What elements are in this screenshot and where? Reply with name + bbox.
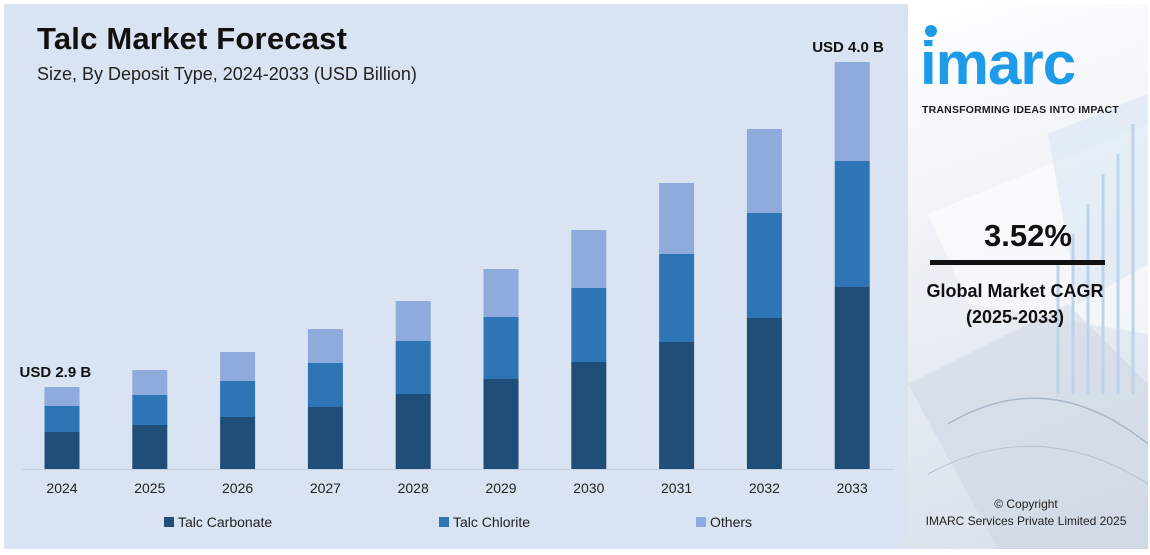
chart-legend: Talc Carbonate Talc Chlorite Others [0,514,908,534]
bar-segment-2031-talc-chlorite [659,254,695,342]
bar-segment-2030-talc-chlorite [571,288,607,362]
bar-segment-2024-talc-carbonate [44,432,80,469]
bar-segment-2032-talc-carbonate [746,318,782,469]
legend-item-talc-carbonate: Talc Carbonate [164,514,272,530]
bar-chart: 2024 2025 2026 2027 2028 2029 2030 2031 2032 2033… [20,39,894,496]
bar-segment-2029-others [483,269,519,317]
x-tick-label-2028: 2028 [398,480,429,496]
logo-wordmark: imarc [920,30,1076,97]
legend-label: Talc Chlorite [453,514,531,530]
logo-dot-icon [925,25,937,37]
legend-item-talc-chlorite: Talc Chlorite [439,514,530,530]
copyright-line2: IMARC Services Private Limited 2025 [925,514,1127,528]
background-graphic [908,94,1148,549]
x-tick-label-2027: 2027 [310,480,341,496]
bar-segment-2025-others [132,370,168,395]
copyright-line1: © Copyright [994,497,1058,511]
brand-tagline: TRANSFORMING IDEAS INTO IMPACT [922,104,1119,116]
cagr-label-line2: (2025-2033) [965,307,1065,327]
chart-subtitle: Size, By Deposit Type, 2024-2033 (USD Bi… [37,64,417,84]
cagr-label: Global Market CAGR (2025-2033) [908,278,1122,330]
x-tick-label-2032: 2032 [749,480,780,496]
x-tick-label-2029: 2029 [485,480,516,496]
bar-segment-2030-others [571,230,607,288]
bar-segment-2028-talc-carbonate [395,394,431,469]
bar-segment-2025-talc-carbonate [132,425,168,469]
bar-segment-2032-talc-chlorite [746,213,782,318]
x-tick-label-2031: 2031 [661,480,692,496]
legend-label: Others [710,514,753,530]
bar-segment-2027-talc-chlorite [307,363,343,407]
bar-segment-2031-others [659,183,695,254]
chart-title: Talc Market Forecast [37,21,348,56]
bar-segment-2024-talc-chlorite [44,406,80,432]
x-tick-label-2024: 2024 [46,480,77,496]
bar-segment-2031-talc-carbonate [659,342,695,469]
bar-segment-2026-talc-chlorite [220,381,256,417]
bar-segment-2024-others [44,387,80,406]
x-tick-label-2026: 2026 [222,480,253,496]
x-tick-label-2030: 2030 [573,480,604,496]
bar-segment-2032-others [746,129,782,213]
legend-item-others: Others [696,514,752,530]
bar-segment-2029-talc-carbonate [483,379,519,469]
cagr-value: 3.52% [984,218,1072,253]
legend-swatch [696,517,706,527]
x-tick-label-2025: 2025 [134,480,165,496]
legend-swatch [439,517,449,527]
bar-segment-2028-talc-chlorite [395,341,431,394]
bar-segment-2025-talc-chlorite [132,395,168,425]
bar-segment-2033-talc-chlorite [834,161,870,287]
bar-segment-2029-talc-chlorite [483,317,519,379]
legend-swatch [164,517,174,527]
bar-segment-2026-others [220,352,256,381]
bar-segment-2027-others [307,329,343,363]
x-tick-label-2033: 2033 [837,480,868,496]
chart-panel: Talc Market Forecast Size, By Deposit Ty… [4,4,908,549]
bar-segment-2026-talc-carbonate [220,417,256,469]
bar-segment-2028-others [395,301,431,341]
bar-segment-2030-talc-carbonate [571,362,607,469]
cagr-label-line1: Global Market CAGR [926,281,1104,301]
cagr-divider [930,260,1105,265]
legend-label: Talc Carbonate [178,514,273,530]
bar-segment-2033-others [834,62,870,161]
bar-segment-2033-talc-carbonate [834,287,870,469]
total-annotation-2033: USD 4.0 B [812,39,884,56]
total-annotation-2024: USD 2.9 B [20,364,92,381]
bar-segment-2027-talc-carbonate [307,407,343,469]
copyright-notice: © Copyright IMARC Services Private Limit… [908,496,1144,530]
brand-panel: imarc TRANSFORMING IDEAS INTO IMPACT 3.5… [908,4,1148,549]
